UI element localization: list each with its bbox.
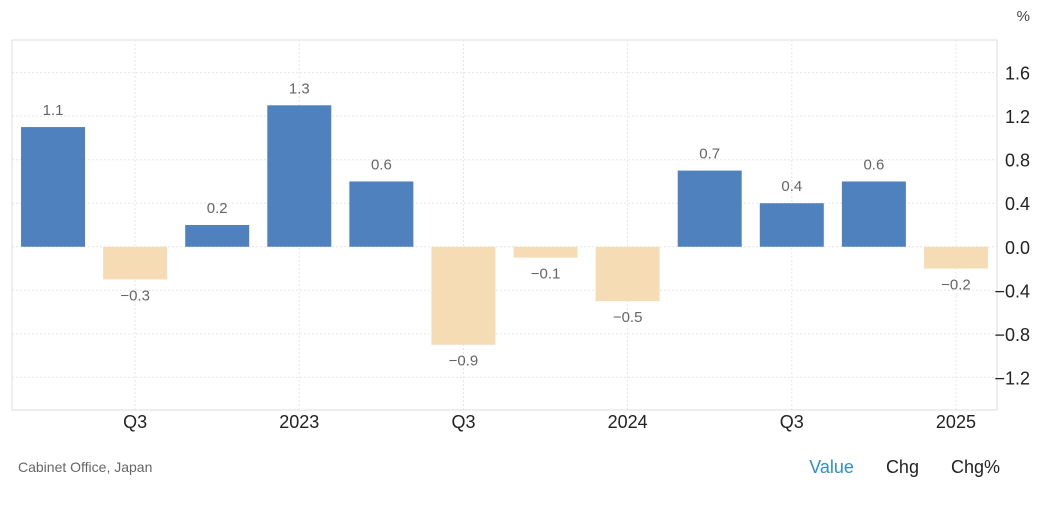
bar[interactable] [677, 170, 742, 247]
plot-frame [11, 39, 998, 411]
bar-value-label: 1.1 [43, 102, 64, 119]
bar[interactable] [431, 246, 496, 345]
bar-value-label: 0.4 [781, 178, 802, 195]
x-tick-label: Q3 [451, 412, 475, 432]
bar-value-label: −0.3 [120, 287, 150, 304]
y-tick-label: 1.2 [1005, 107, 1030, 127]
bar-value-labels: 1.1 −0.3 0.2 1.3 0.6 −0.9 −0.1 −0.5 0.7 0.4 0.6 −0.… [43, 80, 971, 369]
bar[interactable] [349, 181, 414, 247]
bar[interactable] [923, 246, 988, 269]
bar-chart: % 1.1 −0.3 0.2 1.3 0.6 −0.9 −0.1 −0.5 0.7 0.4 0.6 −… [11, 8, 1030, 432]
bar-value-label: 1.3 [289, 80, 310, 97]
x-tick-label: 2023 [279, 412, 319, 432]
bar-value-label: −0.5 [613, 309, 643, 326]
y-axis-unit: % [1017, 8, 1030, 25]
view-tabs: Value Chg Chg% [809, 457, 1000, 478]
bar-value-label: −0.9 [449, 353, 479, 370]
bar-value-label: −0.1 [531, 266, 561, 283]
bars [21, 105, 988, 345]
bar[interactable] [595, 246, 660, 302]
bar[interactable] [759, 203, 824, 247]
y-tick-label: 0.0 [1005, 238, 1030, 258]
y-tick-label: −0.4 [994, 281, 1030, 301]
x-tick-label: Q3 [123, 412, 147, 432]
tab-chg[interactable]: Chg [885, 457, 919, 477]
bar-value-label: 0.7 [699, 146, 720, 163]
bar-value-label: 0.6 [863, 156, 884, 173]
bar-value-label: 0.2 [207, 200, 228, 217]
bar[interactable] [185, 225, 250, 247]
y-tick-label: 0.8 [1005, 151, 1030, 171]
y-axis-labels: 1.6 1.2 0.8 0.4 0.0 −0.4 −0.8 −1.2 [994, 64, 1030, 389]
x-tick-label: 2025 [936, 412, 976, 432]
x-tick-label: 2024 [608, 412, 648, 432]
y-tick-label: −1.2 [994, 368, 1030, 388]
bar-value-label: −0.2 [941, 277, 971, 294]
tab-value[interactable]: Value [809, 457, 854, 477]
bar[interactable] [841, 181, 906, 247]
source-label: Cabinet Office, Japan [18, 459, 153, 475]
bar[interactable] [513, 246, 578, 258]
y-tick-label: −0.8 [994, 325, 1030, 345]
bar[interactable] [103, 246, 168, 280]
x-axis-labels: Q3 2023 Q3 2024 Q3 2025 [123, 412, 976, 432]
y-tick-label: 1.6 [1005, 64, 1030, 84]
y-tick-label: 0.4 [1005, 194, 1030, 214]
x-tick-label: Q3 [780, 412, 804, 432]
bar[interactable] [267, 105, 332, 247]
bar-value-label: 0.6 [371, 156, 392, 173]
tab-chg-percent[interactable]: Chg% [950, 457, 1000, 477]
bar[interactable] [21, 127, 86, 247]
